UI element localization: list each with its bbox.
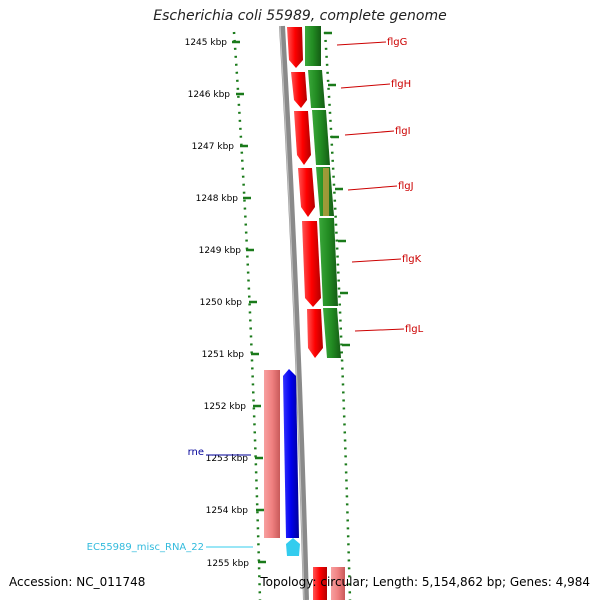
tick-label: 1245 kbp: [185, 38, 228, 48]
green-cds[interactable]: [312, 110, 330, 165]
tick-label: 1251 kbp: [202, 350, 245, 360]
gene-label-flgJ[interactable]: flgJ: [398, 181, 414, 192]
tick-label: 1253 kbp: [206, 454, 249, 464]
gene-label-flgI[interactable]: flgI: [395, 126, 411, 137]
ruler-left-track: [232, 31, 262, 600]
gene-label-misc-rna[interactable]: EC55989_misc_RNA_22: [87, 542, 204, 553]
green-cds[interactable]: [323, 308, 341, 358]
tick-label: 1249 kbp: [199, 246, 242, 256]
cds-next[interactable]: [313, 567, 327, 600]
green-cds[interactable]: [308, 70, 325, 108]
green-cds[interactable]: [319, 218, 338, 306]
tick-label: 1252 kbp: [204, 402, 247, 412]
tick-label: 1254 kbp: [206, 506, 249, 516]
accession-text: Accession: NC_011748: [9, 575, 146, 589]
tick-label: 1250 kbp: [200, 298, 243, 308]
gene-label-flgK[interactable]: flgK: [402, 254, 422, 265]
ruler-right-track: [323, 31, 352, 600]
cds-flgJ[interactable]: [298, 168, 315, 217]
pseudo-feature[interactable]: [264, 370, 280, 538]
genome-backbone-highlight: [279, 25, 305, 600]
tick-label: 1247 kbp: [192, 142, 235, 152]
gene-label-flgG[interactable]: flgG: [387, 37, 407, 48]
genome-backbone: [279, 25, 309, 600]
cds-flgL[interactable]: [307, 309, 323, 358]
genome-summary-text: Topology: circular; Length: 5,154,862 bp…: [260, 575, 590, 589]
gene-label-rne[interactable]: rne: [188, 447, 204, 458]
tick-label: 1255 kbp: [207, 559, 250, 569]
overlap-feature: [323, 168, 329, 216]
cds-flgI[interactable]: [294, 111, 311, 165]
cds-flgG[interactable]: [287, 27, 303, 68]
forward-strand-features[interactable]: [287, 27, 327, 600]
gene-label-lines: [336, 41, 405, 332]
cds-flgH[interactable]: [291, 72, 307, 108]
ruler-left-ticks: [232, 40, 266, 564]
gene-label-flgL[interactable]: flgL: [405, 324, 424, 335]
cds-flgK[interactable]: [302, 221, 321, 307]
ruler-right-ticks: [324, 31, 350, 347]
tick-label: 1248 kbp: [196, 194, 239, 204]
green-cds[interactable]: [305, 26, 321, 66]
genome-title: Escherichia coli 55989, complete genome: [153, 8, 447, 24]
misc-rna-feature[interactable]: [286, 538, 300, 556]
tick-label: 1246 kbp: [188, 90, 231, 100]
gene-label-flgH[interactable]: flgH: [391, 79, 411, 90]
pseudo-feature[interactable]: [331, 567, 345, 600]
cds-rne[interactable]: [283, 369, 299, 538]
